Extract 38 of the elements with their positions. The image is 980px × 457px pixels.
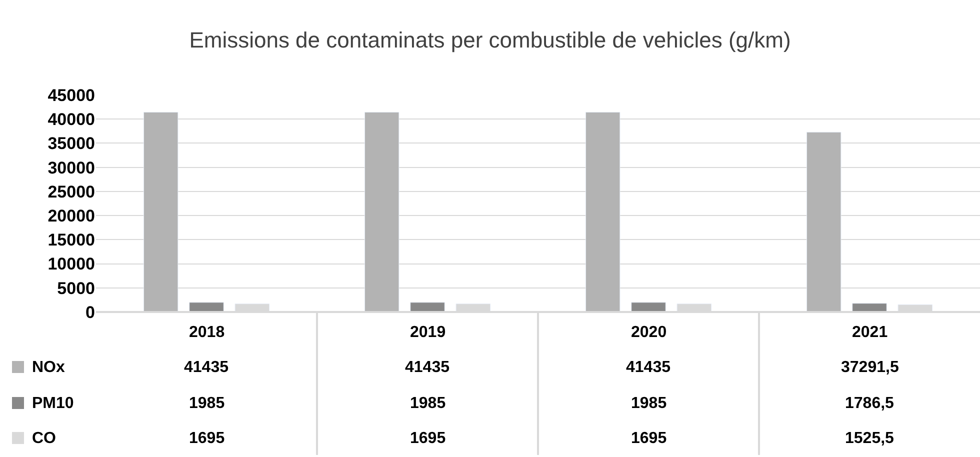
data-label: 1985 (410, 395, 446, 412)
y-tick-label: 15000 (48, 230, 95, 250)
data-label: 1525,5 (845, 430, 894, 447)
x-tick-label: 2018 (189, 324, 225, 341)
bar (189, 302, 224, 312)
bar (410, 302, 445, 312)
y-tick-label: 5000 (57, 278, 95, 298)
data-label: 1695 (631, 430, 667, 447)
chart-title: Emissions de contaminats per combustible de vehicles (g/km) (189, 27, 791, 52)
bar (585, 112, 620, 312)
data-label: 1695 (189, 430, 225, 447)
y-tick-label: 40000 (48, 110, 95, 130)
bar (852, 303, 887, 312)
legend-label: CO (32, 430, 56, 447)
data-label: 1985 (631, 395, 667, 412)
legend-label: NOx (32, 359, 65, 376)
x-tick-label: 2020 (631, 324, 667, 341)
bar (631, 302, 666, 312)
x-tick-label: 2021 (852, 324, 888, 341)
y-tick-label: 20000 (48, 206, 95, 226)
bar (143, 112, 178, 312)
x-tick-label: 2019 (410, 324, 446, 341)
data-label: 1786,5 (845, 395, 894, 412)
data-label: 41435 (405, 359, 450, 376)
y-tick-label: 45000 (48, 86, 95, 105)
data-label: 1695 (410, 430, 446, 447)
bar (806, 132, 842, 312)
bar (364, 112, 400, 312)
data-label: 1985 (189, 395, 225, 412)
y-tick-label: 0 (86, 302, 95, 322)
data-label: 41435 (184, 359, 229, 376)
y-tick-label: 35000 (48, 134, 95, 154)
data-label: 41435 (626, 359, 671, 376)
legend-label: PM10 (32, 395, 74, 412)
y-tick-label: 30000 (48, 158, 95, 178)
y-tick-label: 25000 (48, 182, 95, 202)
y-tick-label: 10000 (48, 254, 95, 274)
data-label: 37291,5 (841, 359, 899, 376)
